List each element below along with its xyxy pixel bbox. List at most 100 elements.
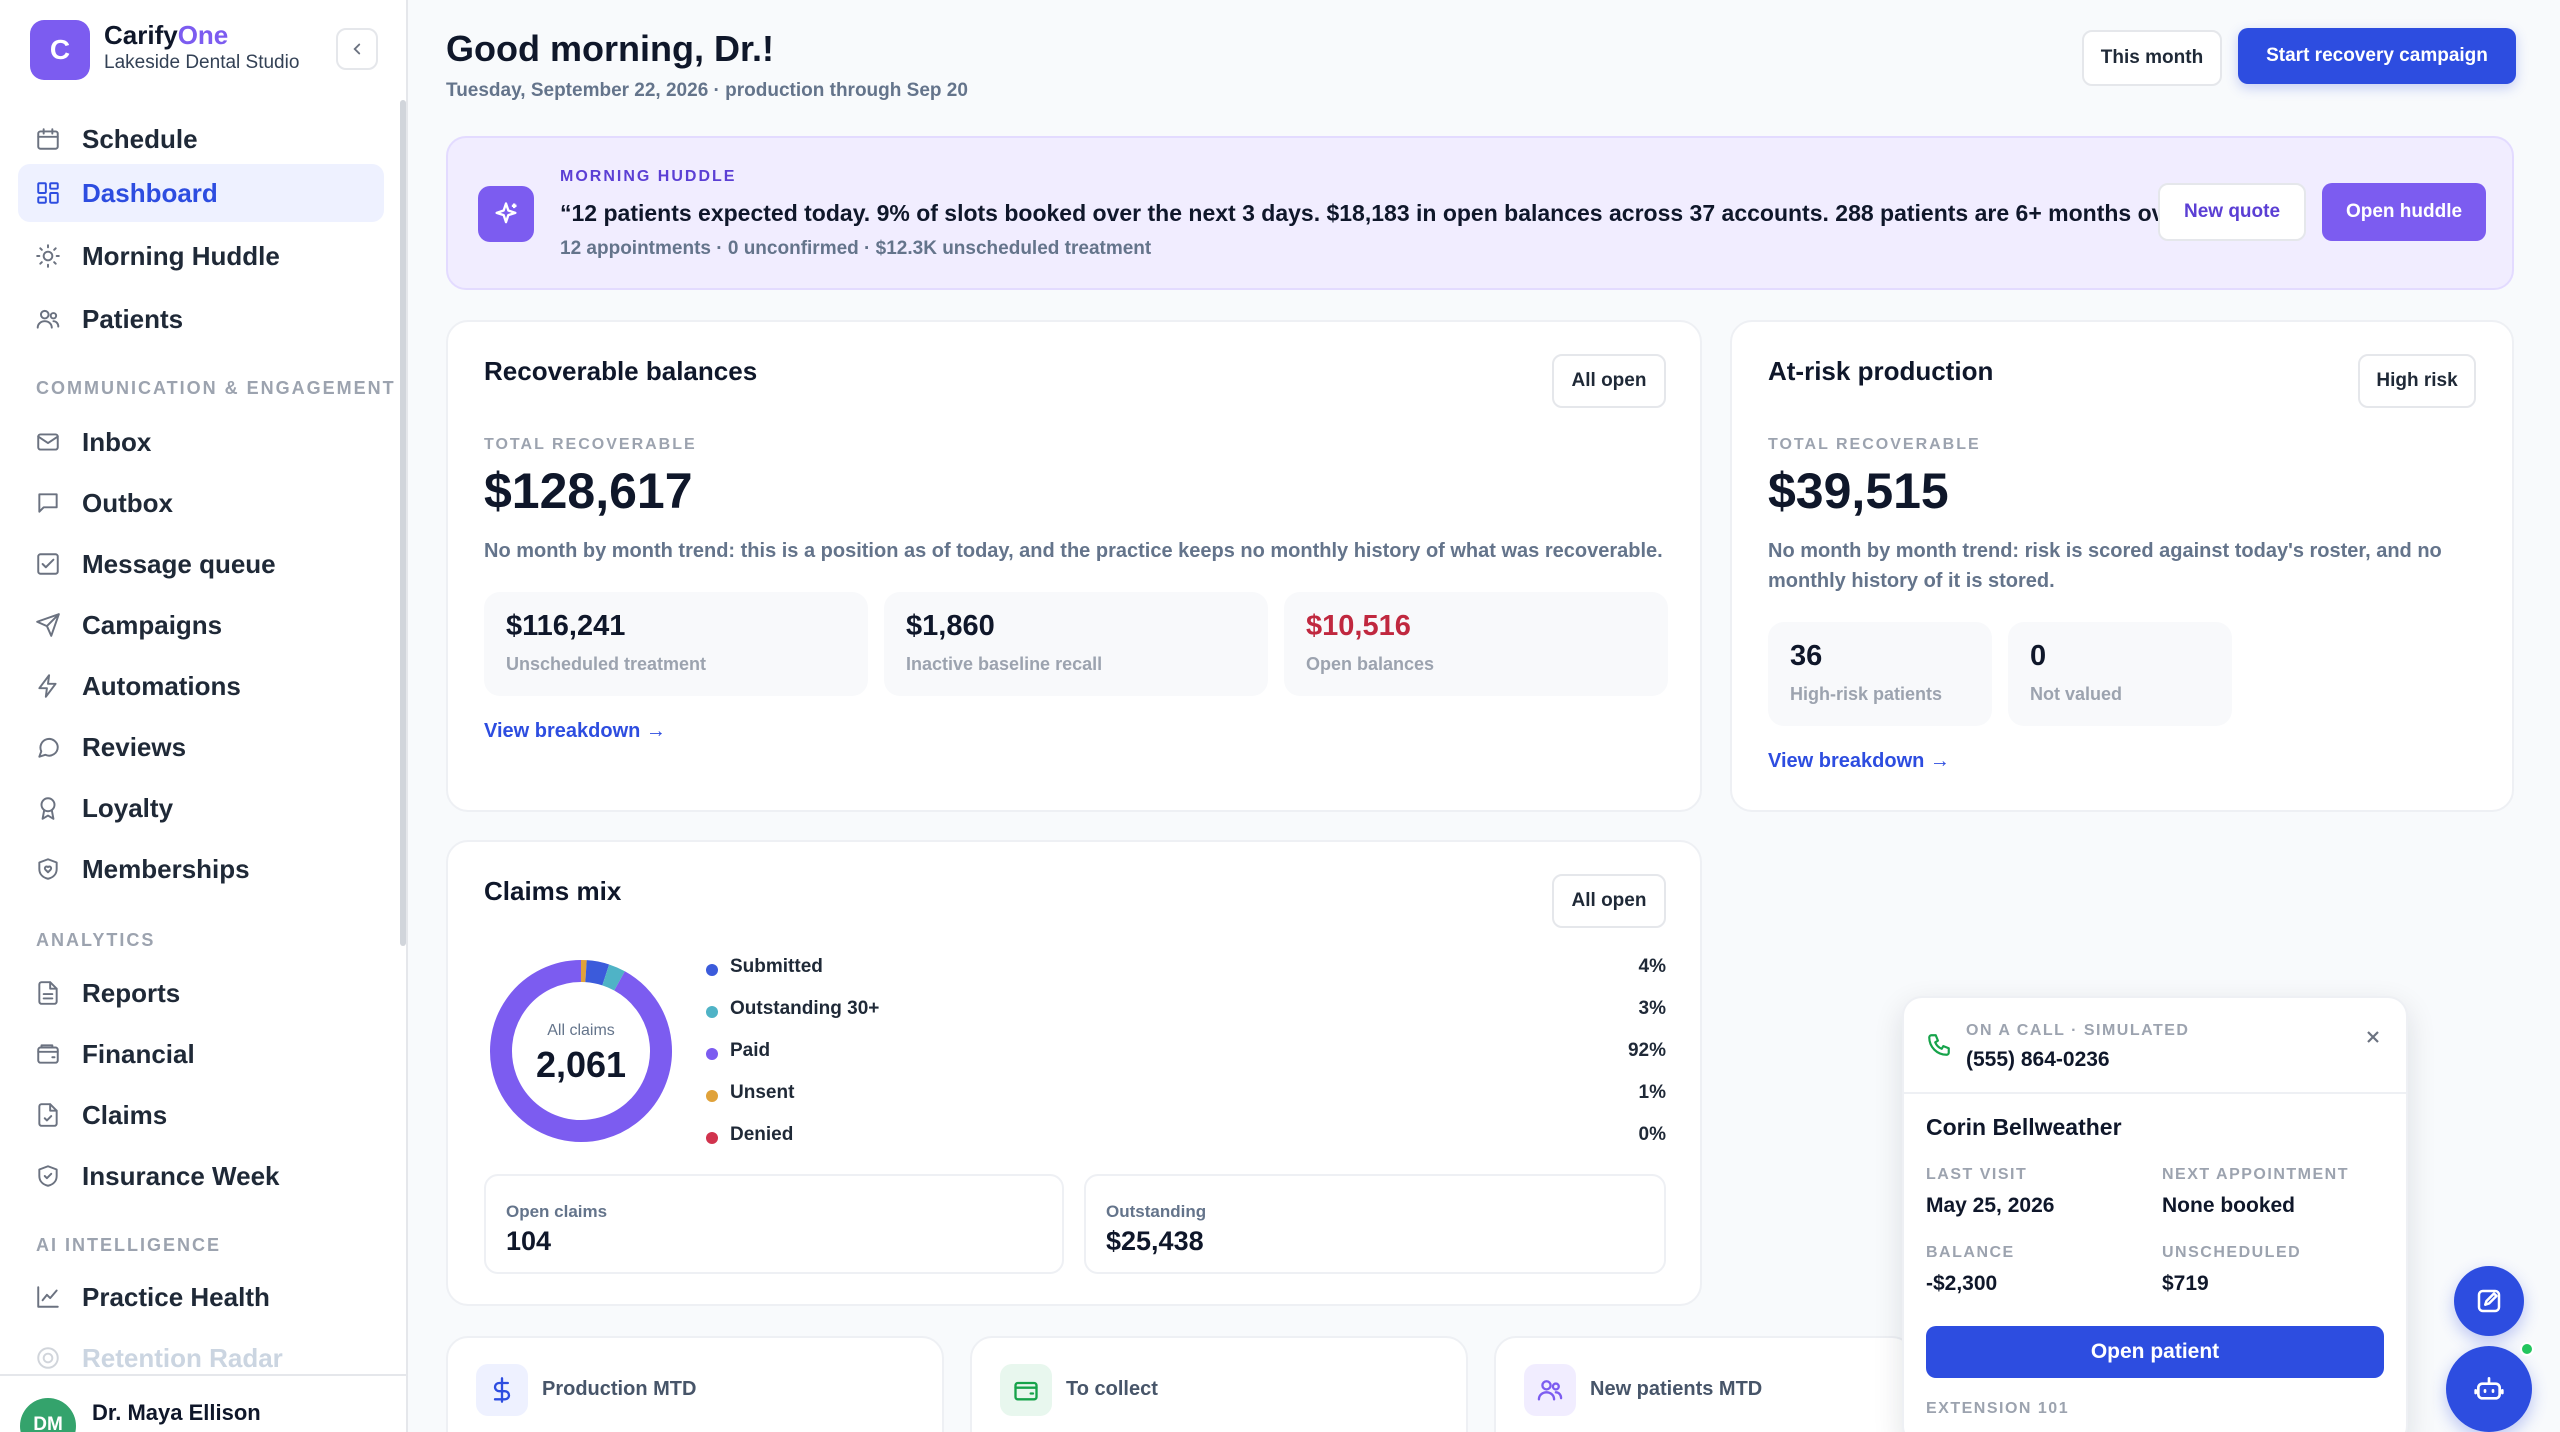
date-line: Tuesday, September 22, 2026 · production… (446, 80, 968, 101)
filter-all-open[interactable]: All open (1552, 354, 1666, 408)
zap-icon (34, 672, 62, 700)
kpi-title: New patients MTD (1590, 1378, 1763, 1400)
call-phone-number: (555) 864-0236 (1966, 1048, 2110, 1071)
legend-dot (706, 1006, 718, 1018)
brand: C CarifyOne Lakeside Dental Studio (30, 20, 390, 80)
stat-not-valued: 0 Not valued (2008, 622, 2232, 726)
legend-item-paid: Paid 92% (706, 1038, 1666, 1068)
extension-label: EXTENSION 101 (1926, 1400, 2070, 1417)
legend-dot (706, 964, 718, 976)
sidebar-scrollbar[interactable] (400, 100, 406, 946)
sidebar-item-reports[interactable]: Reports (18, 964, 384, 1022)
sidebar-item-label: Loyalty (82, 792, 174, 823)
caller-name: Corin Bellweather (1926, 1114, 2122, 1140)
close-icon[interactable] (2358, 1022, 2388, 1052)
brand-logo[interactable]: C (30, 20, 90, 80)
view-breakdown-link[interactable]: View breakdown → (484, 720, 666, 742)
legend-pct: 1% (1638, 1082, 1666, 1103)
stat-open-balances: $10,516 Open balances (1284, 592, 1668, 696)
claims-mix-card: Claims mix All open All claims 2,061 Sub… (446, 840, 1702, 1306)
sidebar-item-financial[interactable]: Financial (18, 1025, 384, 1083)
legend-dot (706, 1090, 718, 1102)
balance-label: BALANCE (1926, 1244, 2015, 1261)
open-patient-button[interactable]: Open patient (1926, 1326, 2384, 1378)
wallet-icon (1000, 1364, 1052, 1416)
kpi-to-collect[interactable]: To collect (970, 1336, 1468, 1432)
legend-item-outstanding: Outstanding 30+ 3% (706, 996, 1666, 1026)
brand-name-accent: One (177, 20, 229, 50)
sidebar-item-memberships[interactable]: Memberships (18, 840, 384, 898)
view-breakdown-link[interactable]: View breakdown → (1768, 750, 1950, 772)
filter-high-risk[interactable]: High risk (2358, 354, 2476, 408)
legend-item-submitted: Submitted 4% (706, 954, 1666, 984)
message-square-icon (34, 489, 62, 517)
morning-huddle-banner: MORNING HUDDLE “12 patients expected tod… (446, 136, 2514, 290)
legend-pct: 3% (1638, 998, 1666, 1019)
unscheduled-value: $719 (2162, 1272, 2209, 1295)
sidebar-item-label: Message queue (82, 548, 276, 579)
user-profile[interactable]: DM Dr. Maya Ellison (0, 1374, 406, 1432)
box-value: 104 (506, 1226, 552, 1256)
period-button[interactable]: This month (2082, 30, 2222, 86)
kpi-title: Production MTD (542, 1378, 697, 1400)
last-visit-value: May 25, 2026 (1926, 1194, 2055, 1217)
avatar[interactable]: DM (20, 1398, 76, 1432)
sidebar-item-reviews[interactable]: Reviews (18, 718, 384, 776)
sidebar-item-automations[interactable]: Automations (18, 657, 384, 715)
checklist-icon (34, 550, 62, 578)
kpi-title: To collect (1066, 1378, 1158, 1400)
sidebar-item-label: Morning Huddle (82, 240, 280, 271)
sidebar-item-outbox[interactable]: Outbox (18, 474, 384, 532)
huddle-meta: 12 appointments · 0 unconfirmed · $12.3K… (560, 238, 1152, 259)
open-huddle-button[interactable]: Open huddle (2322, 183, 2486, 241)
sidebar-item-schedule[interactable]: Schedule (18, 110, 384, 168)
sidebar-item-label: Reviews (82, 731, 187, 762)
sidebar-item-insurance-week[interactable]: Insurance Week (18, 1147, 384, 1205)
kpi-production-mtd[interactable]: Production MTD (446, 1336, 944, 1432)
section-analytics: ANALYTICS (36, 930, 156, 950)
stat-label: Not valued (2030, 684, 2123, 704)
sidebar-item-practice-health[interactable]: Practice Health (18, 1268, 384, 1326)
card-title: Recoverable balances (484, 356, 758, 386)
next-appointment-value: None booked (2162, 1194, 2296, 1217)
total-kicker: TOTAL RECOVERABLE (484, 436, 697, 453)
stat-value: $1,860 (906, 610, 995, 642)
stat-value: $10,516 (1306, 610, 1411, 642)
sidebar-item-label: Inbox (82, 426, 152, 457)
claims-donut-chart (490, 960, 672, 1142)
box-label: Outstanding (1106, 1202, 1207, 1221)
compose-button[interactable] (2454, 1266, 2524, 1336)
sidebar-item-label: Patients (82, 303, 184, 334)
legend-item-unsent: Unsent 1% (706, 1080, 1666, 1110)
collapse-sidebar-button[interactable] (336, 28, 378, 70)
radar-icon (34, 1344, 62, 1372)
sidebar-item-morning-huddle[interactable]: Morning Huddle (18, 227, 384, 285)
send-icon (34, 611, 62, 639)
robot-icon (2474, 1377, 2504, 1400)
sidebar-item-label: Practice Health (82, 1281, 270, 1312)
legend-name: Outstanding 30+ (730, 998, 880, 1019)
donut-center-label: All claims (547, 1022, 615, 1039)
sidebar-item-campaigns[interactable]: Campaigns (18, 596, 384, 654)
start-recovery-campaign-button[interactable]: Start recovery campaign (2238, 28, 2516, 84)
sidebar-item-claims[interactable]: Claims (18, 1086, 384, 1144)
sidebar-item-loyalty[interactable]: Loyalty (18, 779, 384, 837)
section-ai-intelligence: AI INTELLIGENCE (36, 1235, 222, 1255)
assistant-bot-button[interactable] (2446, 1346, 2532, 1432)
sidebar-item-dashboard[interactable]: Dashboard (18, 164, 384, 222)
legend-dot (706, 1048, 718, 1060)
sidebar-item-patients[interactable]: Patients (18, 290, 384, 348)
donut-slice-paid (490, 960, 672, 1142)
wallet-icon (34, 1040, 62, 1068)
sidebar-item-retention-radar[interactable]: Retention Radar (18, 1329, 384, 1387)
new-quote-button[interactable]: New quote (2158, 183, 2306, 241)
online-status-dot (2520, 1342, 2534, 1356)
kpi-new-patients-mtd[interactable]: New patients MTD (1494, 1336, 1914, 1432)
filter-all-open[interactable]: All open (1552, 874, 1666, 928)
mail-icon (34, 428, 62, 456)
sidebar-item-inbox[interactable]: Inbox (18, 413, 384, 471)
at-risk-production-card: At-risk production High risk TOTAL RECOV… (1730, 320, 2514, 812)
sidebar-item-message-queue[interactable]: Message queue (18, 535, 384, 593)
card-title: Claims mix (484, 876, 622, 906)
edit-icon (2477, 1289, 2501, 1313)
